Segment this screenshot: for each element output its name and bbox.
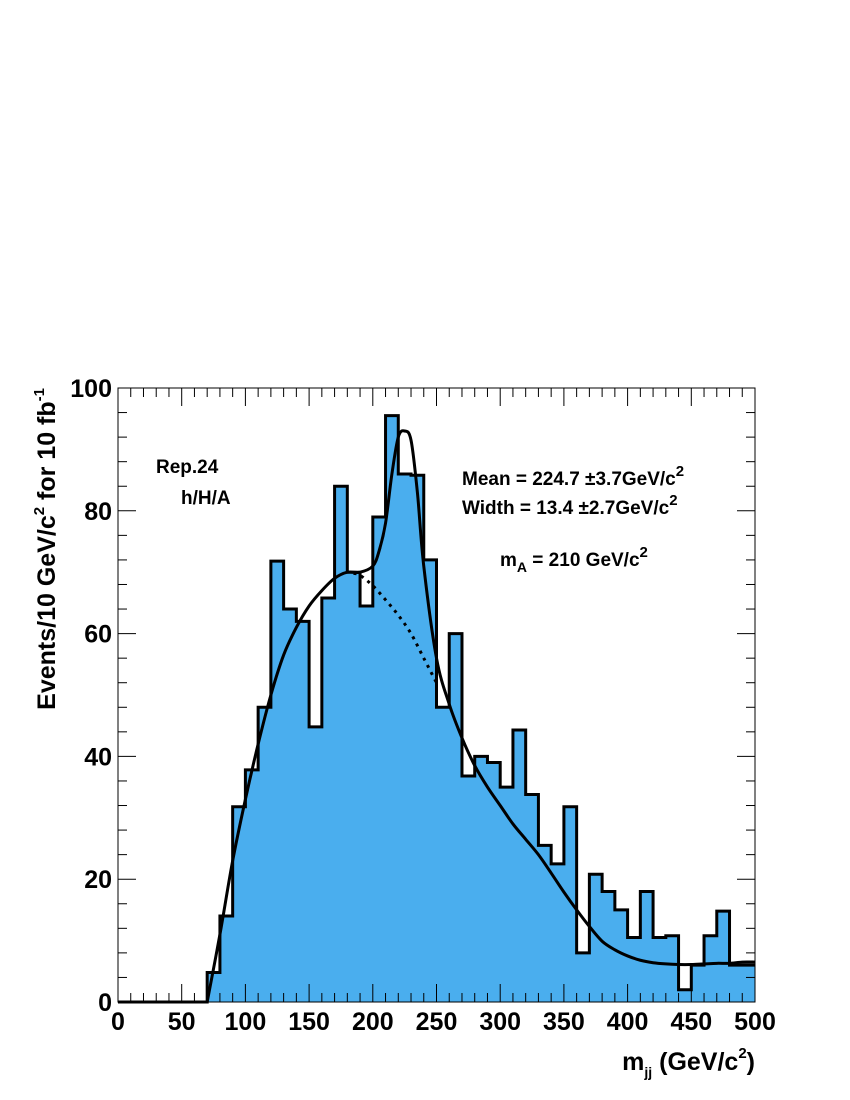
- y-tick-label: 80: [84, 498, 112, 526]
- histogram-bar: [385, 415, 399, 1002]
- x-tick-label: 150: [288, 1008, 330, 1036]
- histogram-bar: [551, 863, 565, 1002]
- x-tick-label: 450: [670, 1008, 712, 1036]
- histogram-bar: [423, 559, 437, 1002]
- x-tick-label: 250: [416, 1008, 458, 1036]
- histogram-bar: [436, 707, 450, 1002]
- histogram-bar: [525, 794, 539, 1002]
- histogram-bar: [538, 845, 552, 1002]
- histogram-bar: [691, 965, 705, 1002]
- histogram-bar: [283, 609, 297, 1002]
- histogram-bar: [563, 806, 578, 1002]
- histogram-bar: [270, 561, 285, 1002]
- y-tick-label: 60: [84, 621, 112, 649]
- histogram-bar: [411, 475, 425, 1002]
- annotation-mean: Mean = 224.7 ±3.7GeV/c2: [462, 463, 684, 490]
- histogram-bar: [474, 756, 488, 1002]
- histogram-bar: [704, 935, 718, 1002]
- histogram-bar: [372, 516, 386, 1002]
- histogram-bar: [742, 965, 756, 1002]
- annotation-channel: h/H/A: [181, 488, 231, 509]
- x-tick-label: 500: [734, 1008, 776, 1036]
- histogram-bar: [729, 965, 743, 1002]
- histogram-bar: [309, 726, 323, 1002]
- axis-ticks: [117, 387, 756, 1003]
- annotation-ma: mA = 210 GeV/c2: [500, 544, 648, 575]
- histogram-bar: [245, 769, 259, 1002]
- y-tick-label: 40: [84, 743, 112, 771]
- histogram-bar: [321, 597, 335, 1002]
- annotation-width: Width = 13.4 ±2.7GeV/c2: [462, 492, 678, 519]
- histogram-bar: [398, 473, 412, 1003]
- annotation-rep: Rep.24: [156, 457, 219, 478]
- histogram-bar: [461, 776, 476, 1002]
- histogram-bar: [232, 806, 246, 1002]
- x-tick-label: 300: [479, 1008, 521, 1036]
- histogram-bar: [360, 605, 374, 1002]
- y-axis-title: Events/10 GeV/c2 for 10 fb-1: [31, 388, 61, 710]
- histogram-bar: [627, 937, 641, 1002]
- y-tick-label: 0: [98, 989, 112, 1017]
- histogram-bar: [512, 729, 527, 1002]
- histogram-bar: [296, 621, 310, 1002]
- histogram-bar: [576, 952, 590, 1002]
- x-tick-label: 0: [111, 1008, 125, 1036]
- signal-plus-background-fit-curve: [205, 429, 756, 1003]
- histogram-bar: [258, 707, 272, 1002]
- x-axis-title: mjj (GeV/c2): [622, 1045, 755, 1080]
- histogram-bar: [500, 787, 514, 1002]
- x-tick-label: 400: [607, 1008, 649, 1036]
- histogram-bar: [653, 937, 667, 1002]
- y-tick-label: 100: [70, 375, 112, 403]
- histogram-bar: [219, 916, 234, 1002]
- histogram-bar: [487, 762, 501, 1002]
- y-tick-label: 20: [84, 866, 112, 894]
- histogram-bar: [449, 633, 463, 1002]
- histogram-fill: [207, 415, 756, 1003]
- histogram-bar: [716, 911, 730, 1002]
- x-tick-label: 100: [225, 1008, 267, 1036]
- x-tick-labels: 0 50 100 150 200 250 300 350 400 450 500: [111, 1008, 776, 1036]
- histogram-bar: [334, 486, 348, 1002]
- histogram-bar: [347, 572, 361, 1002]
- histogram-bar: [614, 909, 628, 1002]
- y-tick-labels: 0 20 40 60 80 100: [70, 375, 112, 1017]
- x-tick-label: 200: [352, 1008, 394, 1036]
- histogram-bar: [589, 874, 603, 1002]
- histogram-bar: [678, 989, 692, 1002]
- histogram-bar: [640, 891, 654, 1002]
- histogram-bar: [665, 935, 679, 1002]
- x-tick-label: 50: [168, 1008, 196, 1036]
- x-tick-label: 350: [543, 1008, 585, 1036]
